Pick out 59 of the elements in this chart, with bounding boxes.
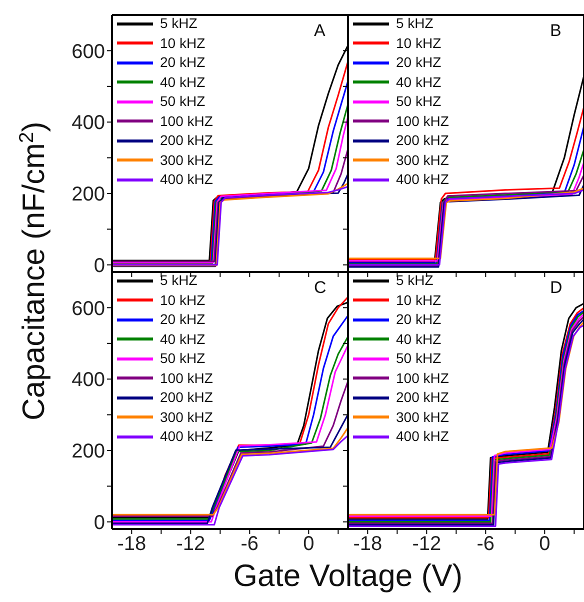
- y-tick-label: 400: [72, 369, 105, 392]
- line-series: [112, 414, 348, 524]
- annotation: D: [550, 278, 562, 298]
- y-tick-label: 200: [72, 440, 105, 463]
- y-tick-label: 200: [72, 184, 105, 206]
- x-tick-label: -18: [353, 533, 382, 556]
- x-tick-label: 0: [303, 533, 314, 556]
- legend-label: 300 kHZ: [396, 150, 449, 170]
- y-tick-label: 600: [72, 40, 105, 63]
- legend-label: 40 kHZ: [396, 330, 442, 348]
- legend-label: 50 kHZ: [160, 349, 206, 368]
- x-tick-label: 0: [539, 533, 550, 556]
- annotation: B: [550, 21, 562, 41]
- legend-label: 20 kHZ: [396, 53, 442, 72]
- legend-label: 50 kHZ: [396, 92, 442, 111]
- x-tick-label: -12: [412, 533, 442, 556]
- legend-label: 200 kHZ: [396, 388, 449, 407]
- legend-label: 20 kHZ: [160, 53, 206, 72]
- legend-label: 40 kHZ: [396, 72, 442, 92]
- legend-label: 5 kHZ: [396, 14, 434, 33]
- annotation: C: [314, 278, 326, 298]
- legend-label: 100 kHZ: [160, 112, 213, 130]
- legend-label: 200 kHZ: [160, 131, 213, 150]
- y-tick-label: 400: [72, 112, 105, 134]
- legend-label: 100 kHZ: [396, 368, 449, 388]
- legend-label: 100 kHZ: [160, 368, 213, 388]
- legend-label: 40 kHZ: [160, 330, 206, 348]
- x-tick-label: -6: [476, 533, 495, 556]
- legend-label: 200 kHZ: [160, 388, 213, 407]
- legend-label: 300 kHZ: [160, 150, 213, 170]
- x-tick-label: -12: [176, 533, 206, 556]
- x-tick-label: -6: [240, 533, 259, 556]
- legend-label: 50 kHZ: [160, 92, 206, 111]
- legend-label: 10 kHZ: [396, 34, 442, 52]
- legend-label: 400 kHZ: [160, 427, 213, 446]
- legend-label: 200 kHZ: [396, 131, 449, 150]
- legend-label: 10 kHZ: [160, 290, 206, 310]
- legend-label: 5 kHZ: [396, 271, 434, 290]
- legend-label: 100 kHZ: [396, 112, 449, 130]
- legend-label: 20 kHZ: [396, 310, 442, 329]
- legend-label: 10 kHZ: [396, 290, 442, 310]
- legend-label: 40 kHZ: [160, 72, 206, 92]
- legend-label: 400 kHZ: [396, 427, 449, 446]
- legend-label: 300 kHZ: [160, 408, 213, 426]
- legend-label: 5 kHZ: [160, 271, 198, 290]
- legend-label: 20 kHZ: [160, 310, 206, 329]
- legend-label: 400 kHZ: [160, 170, 213, 189]
- legend-label: 400 kHZ: [396, 170, 449, 189]
- legend-label: 10 kHZ: [160, 34, 206, 52]
- y-tick-label: 600: [72, 298, 105, 320]
- line-series: [112, 426, 348, 516]
- legend-label: 50 kHZ: [396, 349, 442, 368]
- legend-label: 5 kHZ: [160, 14, 198, 33]
- legend-label: 300 kHZ: [396, 408, 449, 426]
- x-axis-title: Gate Voltage (V): [233, 558, 463, 593]
- annotation: A: [314, 21, 326, 41]
- y-tick-label: 0: [94, 512, 105, 534]
- x-tick-label: -18: [117, 533, 146, 556]
- y-tick-label: 0: [94, 254, 105, 277]
